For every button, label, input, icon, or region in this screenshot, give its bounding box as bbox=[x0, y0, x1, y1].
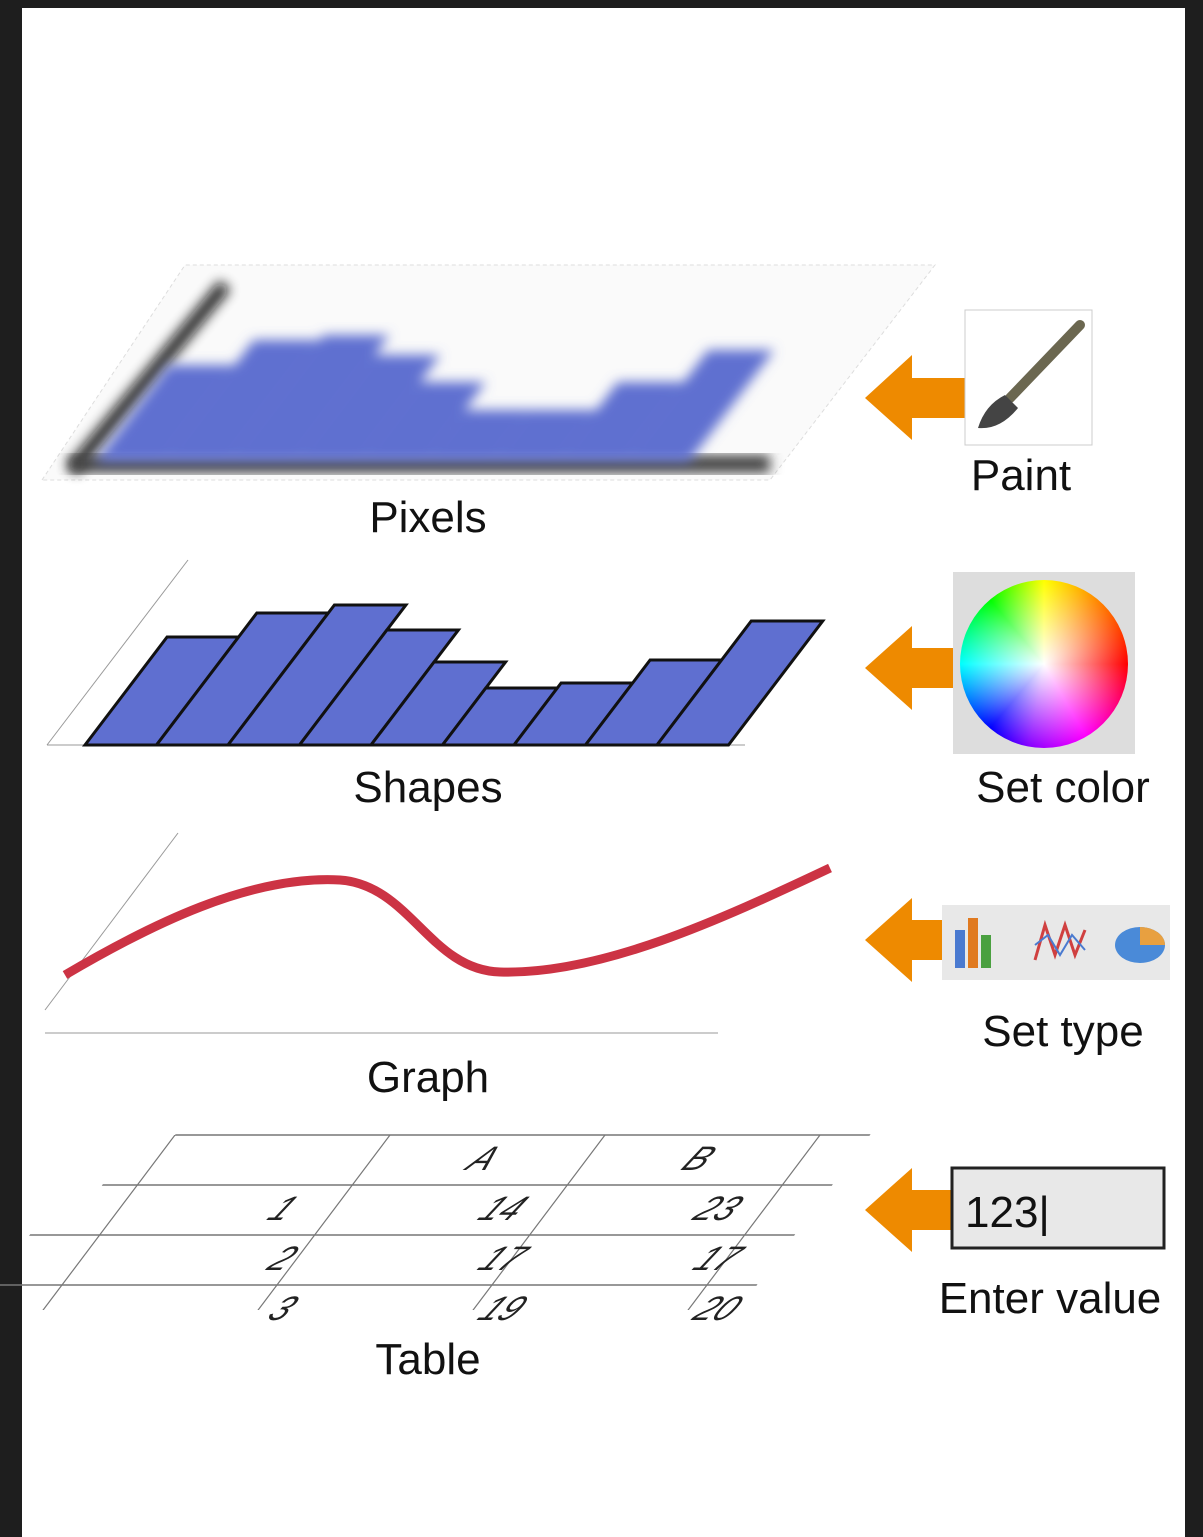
table-header: A bbox=[457, 1140, 510, 1178]
pixels-layer bbox=[41, 264, 937, 481]
table-cell: 2 bbox=[258, 1240, 306, 1278]
bar-pixels bbox=[491, 410, 597, 462]
table-cell: 17 bbox=[685, 1240, 753, 1278]
color-wheel bbox=[960, 580, 1128, 748]
table-cell: 19 bbox=[469, 1290, 535, 1328]
action-label: Paint bbox=[971, 451, 1071, 500]
shapes-layer bbox=[46, 559, 826, 747]
table-cell: 3 bbox=[259, 1290, 307, 1328]
paint-icon bbox=[964, 309, 1093, 446]
bar-pixels bbox=[425, 410, 531, 462]
table-cell: 1 bbox=[259, 1190, 307, 1228]
bar-shape bbox=[224, 603, 409, 747]
type-icons bbox=[942, 905, 1170, 980]
bar-pixels bbox=[161, 340, 320, 462]
table-cell: 17 bbox=[470, 1240, 538, 1278]
table-layer: A B 1 14 23 2 17 17 3 19 20 bbox=[0, 1134, 871, 1328]
action-label: Set type bbox=[982, 1007, 1143, 1056]
table-cell: 20 bbox=[684, 1290, 752, 1328]
bar-pixels bbox=[95, 365, 235, 462]
bar-pixels bbox=[227, 335, 390, 462]
layer-label: Shapes bbox=[353, 763, 502, 812]
action-label: Enter value bbox=[939, 1274, 1162, 1323]
arrows bbox=[865, 355, 965, 1252]
bar-pixels bbox=[293, 355, 441, 462]
action-label: Set color bbox=[976, 763, 1150, 812]
bar-pixels bbox=[557, 382, 684, 462]
value-input bbox=[950, 1166, 1166, 1250]
bar-shape bbox=[296, 628, 462, 747]
table-cell: 23 bbox=[684, 1190, 752, 1228]
layer-label: Table bbox=[375, 1335, 480, 1384]
graph-layer bbox=[44, 832, 832, 1034]
bar-shape bbox=[367, 660, 509, 747]
bar-pixels bbox=[359, 382, 486, 462]
table-header: B bbox=[673, 1140, 724, 1178]
input-value: 123| bbox=[965, 1188, 1050, 1237]
layer-label: Graph bbox=[367, 1053, 489, 1102]
graph-curve bbox=[62, 863, 832, 979]
table-cell: 14 bbox=[470, 1190, 536, 1228]
bar-shape bbox=[653, 619, 826, 747]
panel bbox=[22, 8, 1185, 1537]
bar-pixels bbox=[623, 350, 775, 462]
layer-label: Pixels bbox=[369, 493, 486, 542]
